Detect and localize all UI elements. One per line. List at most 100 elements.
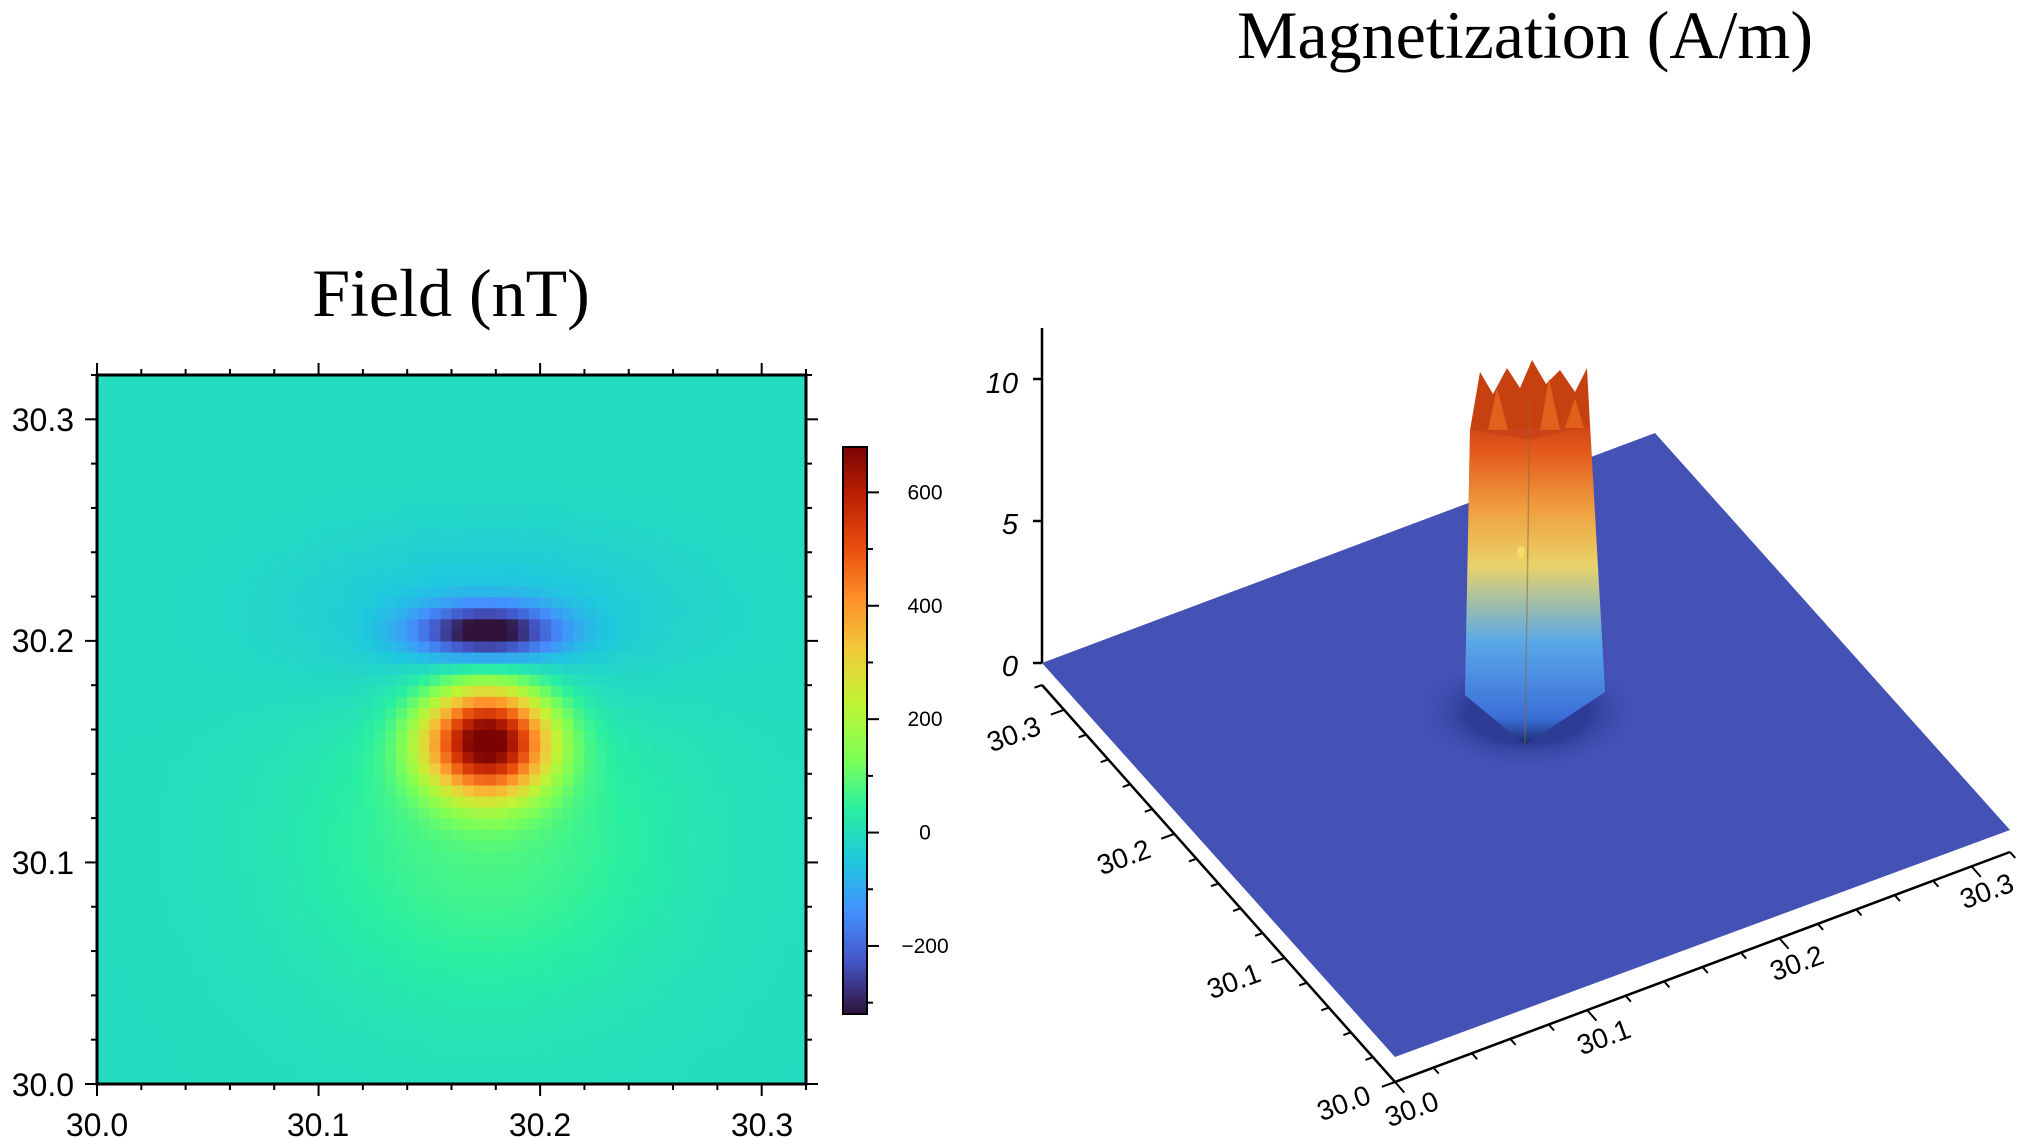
- heatmap-cell: [351, 862, 364, 875]
- heatmap-cell: [229, 1072, 242, 1084]
- heatmap-cell: [108, 463, 120, 476]
- heatmap-cell: [130, 784, 142, 797]
- heatmap-cell: [174, 574, 187, 587]
- heatmap-cell: [263, 685, 275, 697]
- heatmap-cell: [462, 585, 475, 598]
- heatmap-cell: [661, 397, 674, 409]
- heatmap-cell: [639, 375, 652, 387]
- heatmap-cell: [263, 762, 275, 775]
- heatmap-cell: [97, 818, 109, 830]
- heatmap-cell: [296, 397, 309, 409]
- heatmap-cell: [606, 851, 619, 864]
- heatmap-cell: [340, 740, 353, 753]
- heatmap-cell: [329, 784, 342, 797]
- heatmap-cell: [196, 729, 209, 742]
- heatmap-cell: [661, 928, 674, 941]
- heatmap-cell: [684, 696, 696, 708]
- heatmap-cell: [396, 375, 408, 387]
- heatmap-cell: [274, 1039, 286, 1052]
- heatmap-cell: [229, 496, 242, 509]
- heatmap-cell: [595, 818, 608, 830]
- heatmap-cell: [728, 496, 741, 509]
- heatmap-cell: [506, 762, 519, 775]
- heatmap-cell: [706, 829, 718, 841]
- heatmap-cell: [595, 1061, 608, 1074]
- heatmap-cell: [329, 939, 342, 952]
- heatmap-cell: [407, 1050, 419, 1063]
- heatmap-cell: [119, 951, 131, 963]
- heatmap-cell: [241, 928, 253, 941]
- heatmap-cell: [739, 375, 752, 387]
- heatmap-cell: [285, 596, 298, 609]
- heatmap-cell: [495, 507, 508, 520]
- heatmap-cell: [673, 375, 685, 387]
- heatmap-cell: [484, 1050, 497, 1063]
- heatmap-cell: [296, 419, 309, 431]
- heatmap-cell: [440, 1028, 453, 1041]
- heatmap-cell: [252, 585, 264, 598]
- heatmap-cell: [318, 784, 331, 797]
- heatmap-cell: [396, 640, 408, 653]
- heatmap-cell: [418, 530, 430, 542]
- heatmap-cell: [462, 452, 475, 465]
- heatmap-cell: [396, 1028, 408, 1041]
- heatmap-cell: [385, 1050, 397, 1063]
- heatmap-cell: [141, 851, 153, 864]
- heatmap-cell: [529, 917, 541, 930]
- heatmap-cell: [196, 375, 209, 387]
- heatmap-cell: [318, 430, 331, 443]
- heatmap-cell: [595, 884, 608, 897]
- heatmap-cell: [650, 663, 663, 675]
- heatmap-cell: [207, 685, 220, 697]
- heatmap-cell: [274, 563, 286, 576]
- heatmap-cell: [263, 441, 275, 454]
- heatmap-cell: [229, 386, 242, 398]
- heatmap-cell: [584, 751, 597, 764]
- heatmap-cell: [617, 663, 630, 675]
- heatmap-cell: [650, 951, 663, 963]
- heatmap-cell: [196, 707, 209, 720]
- heatmap-cell: [296, 585, 309, 598]
- heatmap-cell: [573, 762, 586, 775]
- heatmap-cell: [573, 507, 586, 520]
- heatmap-cell: [307, 496, 320, 509]
- heatmap-cell: [517, 474, 530, 487]
- heatmap-cell: [351, 1039, 364, 1052]
- heatmap-cell: [695, 818, 707, 830]
- heatmap-cell: [661, 740, 674, 753]
- heatmap-cell: [639, 530, 652, 542]
- heatmap-cell: [617, 807, 630, 819]
- heatmap-cell: [761, 629, 774, 642]
- heatmap-cell: [218, 862, 231, 875]
- heatmap-cell: [606, 452, 619, 465]
- heatmap-cell: [207, 663, 220, 675]
- heatmap-cell: [362, 552, 375, 564]
- heatmap-cell: [517, 607, 530, 620]
- heatmap-cell: [761, 430, 774, 443]
- heatmap-cell: [307, 784, 320, 797]
- heatmap-cell: [573, 696, 586, 708]
- heatmap-cell: [573, 552, 586, 564]
- heatmap-cell: [551, 629, 563, 642]
- heatmap-cell: [783, 618, 796, 631]
- heatmap-cell: [529, 430, 541, 443]
- heatmap-cell: [562, 663, 574, 675]
- heatmap-cell: [462, 751, 475, 764]
- heatmap-cell: [307, 696, 320, 708]
- heatmap-cell: [783, 773, 796, 786]
- heatmap-cell: [529, 851, 541, 864]
- heatmap-cell: [650, 574, 663, 587]
- heatmap-cell: [385, 375, 397, 387]
- heatmap-cell: [584, 607, 597, 620]
- heatmap-cell: [429, 951, 442, 963]
- heatmap-cell: [783, 862, 796, 875]
- heatmap-cell: [451, 463, 464, 476]
- heatmap-cell: [595, 862, 608, 875]
- heatmap-cell: [385, 818, 397, 830]
- heatmap-cell: [529, 807, 541, 819]
- heatmap-cell: [473, 1050, 486, 1063]
- heatmap-cell: [285, 895, 298, 908]
- heatmap-cell: [462, 818, 475, 830]
- heatmap-cell: [429, 939, 442, 952]
- heatmap-cell: [717, 751, 730, 764]
